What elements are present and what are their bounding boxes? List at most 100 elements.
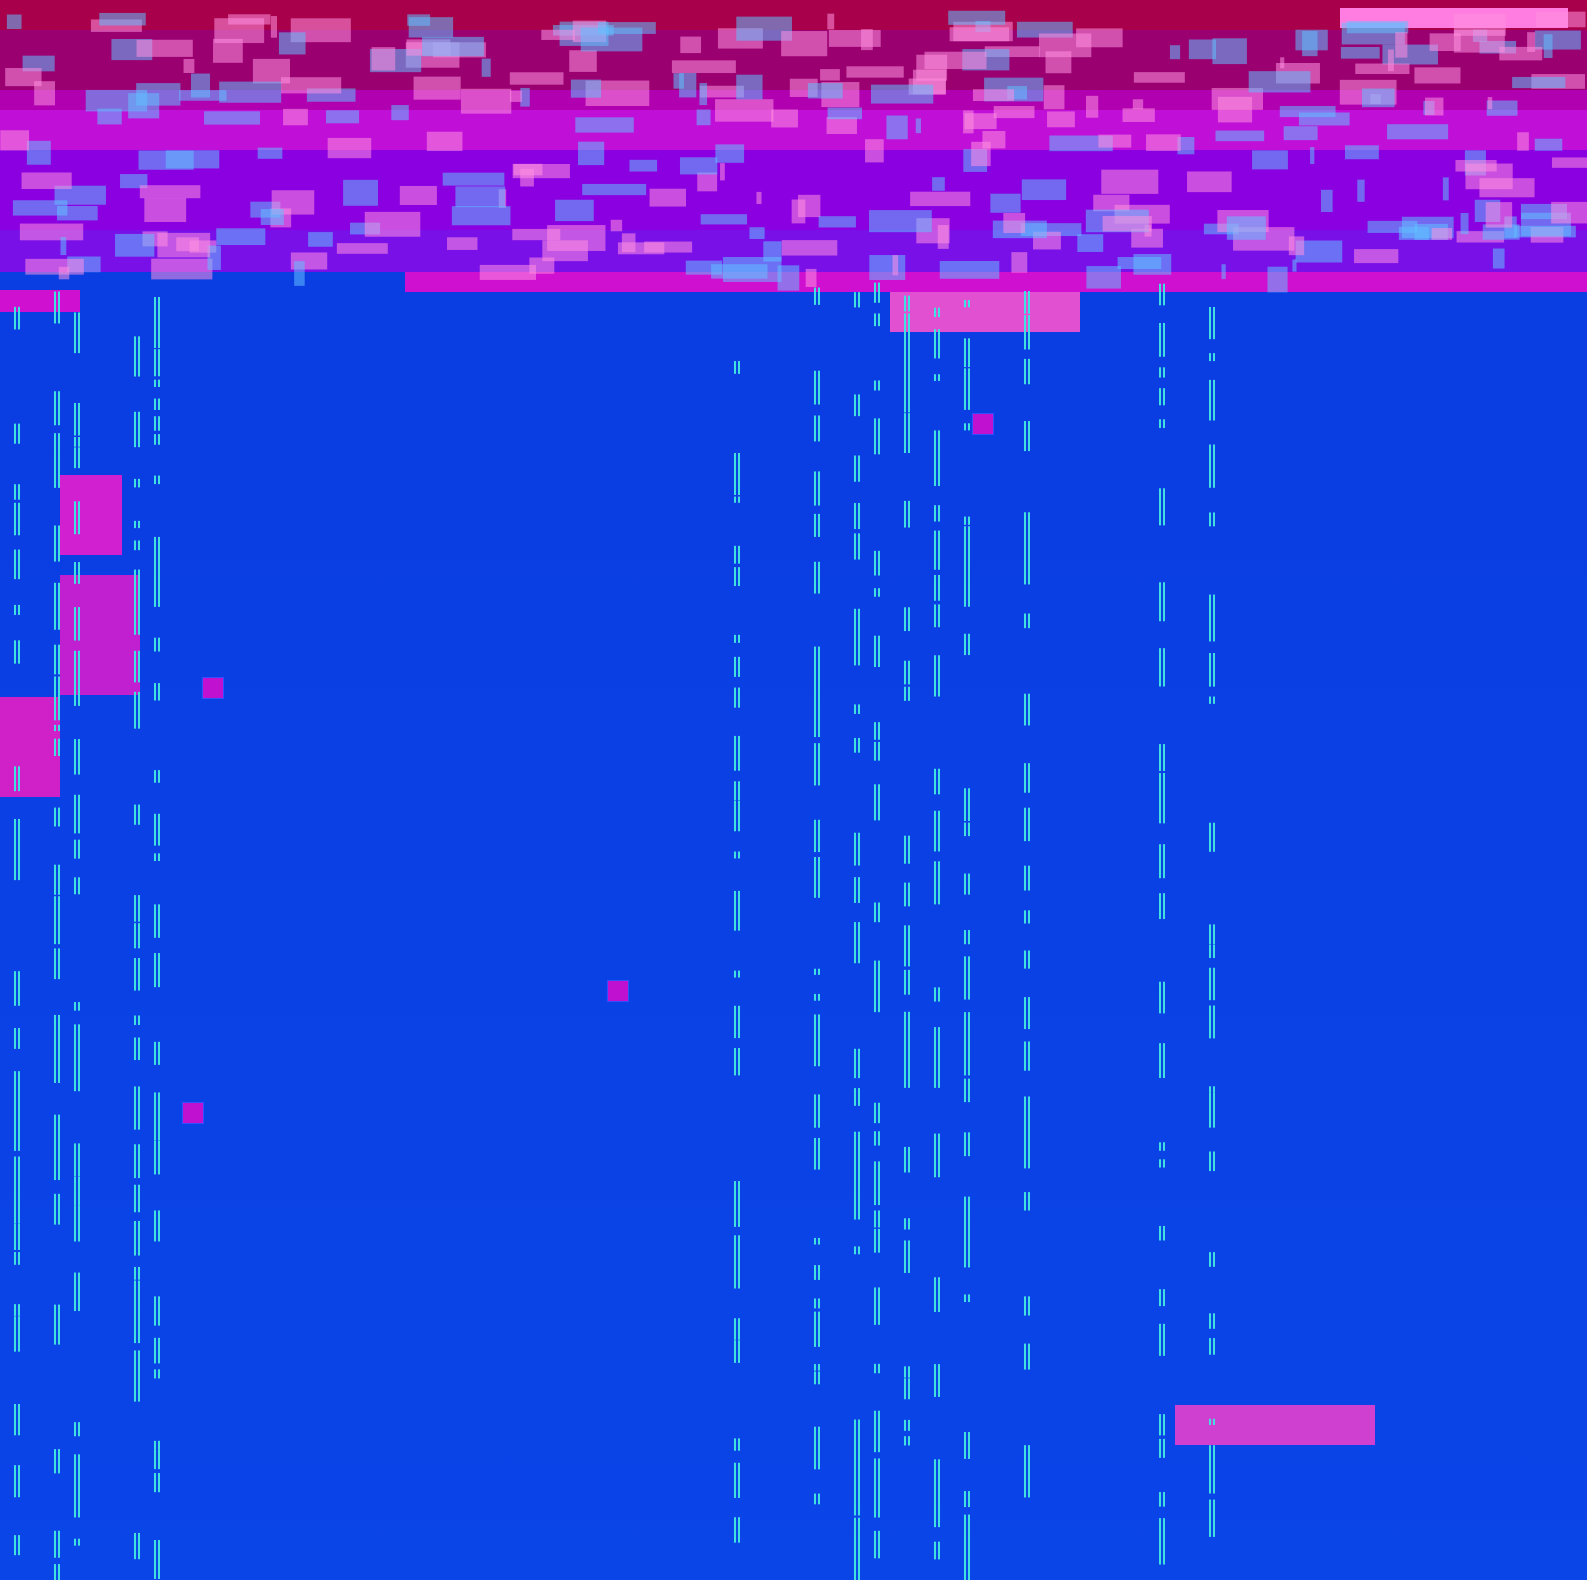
glitch-stroke [711,264,768,279]
glitch-stroke [953,21,1013,42]
glitch-stroke [932,177,945,191]
glitch-stroke [763,241,782,262]
glitch-stroke [1340,46,1380,59]
glitch-stroke [582,183,647,196]
glitch-stroke [1177,137,1195,155]
glitch-stroke [257,147,283,159]
glitch-stroke [1187,171,1232,193]
glitch-stroke [165,150,220,169]
glitch-stroke [120,174,148,189]
glitch-stroke [827,107,863,120]
glitch-stroke [1357,179,1365,202]
glitch-stroke [1133,254,1172,275]
glitch-stroke [371,47,396,71]
glitch-stroke [290,18,351,43]
glitch-stroke [1049,135,1113,152]
glitch-stroke [336,243,388,254]
glitch-stroke [749,227,765,239]
glitch-stroke [22,55,55,72]
glitch-stroke [1442,177,1449,201]
glitch-stroke [451,206,511,226]
glitch-stroke [151,258,213,280]
glitch-stroke [1460,212,1469,235]
glitch-stroke [190,73,211,98]
glitch-stroke [512,163,570,179]
glitch-stroke [391,105,409,121]
glitch-stroke [570,79,602,98]
glitch-stroke [1479,178,1535,198]
glitch-stroke [910,191,971,207]
glitch-stroke [60,237,67,256]
glitch-stroke [1085,95,1099,118]
glitch-stroke [283,108,308,126]
glitch-stroke [12,200,68,216]
glitch-stroke [1021,179,1067,201]
glitch-stroke [97,108,122,125]
glitch-stroke [869,210,932,233]
glitch-stroke [99,12,146,26]
glitch-stroke [1387,124,1449,140]
glitch-stroke [1344,145,1379,160]
glitch-stroke [455,186,506,208]
glitch-stroke [685,260,723,275]
glitch-stroke [509,72,564,85]
glitch-stroke [720,163,725,181]
popup [890,292,1080,332]
glitch-stroke [1485,202,1513,228]
panel [60,475,122,555]
glitch-stroke [865,139,884,163]
glitch-stroke [136,83,181,106]
glitch-stroke [364,211,421,237]
glitch-stroke [715,144,745,163]
glitch-stroke [422,36,484,57]
glitch-stroke [1512,76,1566,89]
glitch-stroke [827,13,835,30]
glitch-stroke [1043,85,1065,110]
glitch-stroke [700,214,748,225]
glitch-stroke [479,264,537,280]
glitch-stroke [541,29,575,40]
glitch-stroke [542,240,588,262]
glitch-stroke [460,88,512,114]
glitch-stroke [644,241,693,253]
glitch-stroke [1133,72,1185,83]
header-strip [405,272,1587,292]
glitch-stroke [136,39,193,57]
glitch-stroke [1279,106,1336,118]
glitch-stroke [1355,63,1410,75]
glitch-stroke [308,232,333,247]
glitch-stroke [1395,32,1408,58]
glitch-stroke [617,242,665,255]
glitch-stroke [5,67,42,87]
glitch-stroke [939,261,1000,279]
glitch-stroke [1011,252,1028,273]
glitch-stroke [671,60,736,74]
glitch-stroke [1292,259,1297,272]
panel [60,575,140,695]
glitch-stroke [219,81,282,103]
glitch-stroke [575,117,634,133]
glitch-stroke [1534,30,1581,50]
glitch-stroke [781,31,828,57]
glitch-stroke [1295,29,1328,51]
glitch-stroke [1424,97,1444,116]
glitch-stroke [1098,134,1132,148]
glitch-stroke [610,219,623,232]
glitch-stroke [21,172,72,190]
glitch-stroke [1280,57,1285,69]
glitch-stroke [1221,264,1226,280]
glitch-stroke [19,223,84,241]
glitch-stroke [85,89,148,112]
glitch-stroke [1252,150,1288,170]
glitch-stroke [578,141,605,166]
glitch-stroke [26,140,51,165]
glitch-stroke [1226,216,1266,240]
glitch-stroke [555,199,594,222]
glitch-stroke [1367,220,1418,233]
glitch-stroke [326,110,360,124]
glitch-stroke [54,185,106,205]
glitch-stroke [791,199,806,224]
glitch-stroke [680,36,702,54]
glitch-stroke [6,14,22,30]
